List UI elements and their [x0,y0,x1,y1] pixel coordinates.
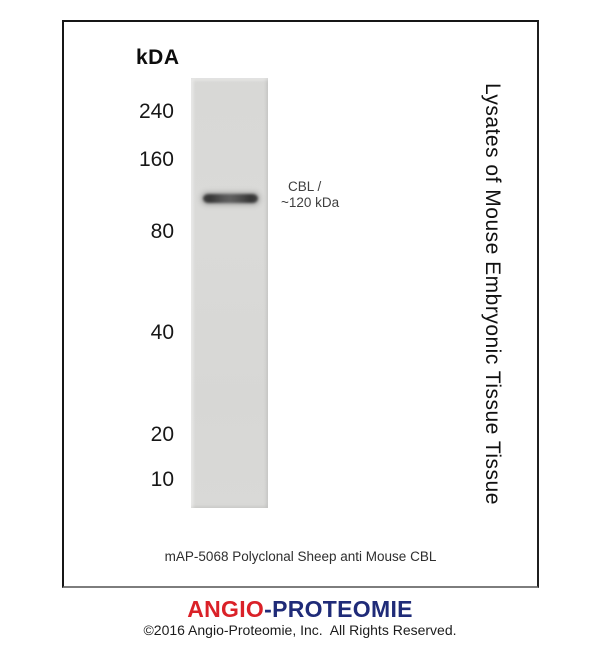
ladder-marker-240: 240 [138,100,174,123]
band-annotation-line1: CBL / [288,179,322,194]
band-annotation: CBL / ~120 kDa [281,179,339,211]
western-blot-figure: kDA 240 160 80 40 20 10 CBL / ~120 kDa L… [62,20,539,588]
copyright-notice: ©2016 Angio-Proteomie, Inc. All Rights R… [143,622,457,638]
protein-band [203,194,258,203]
ladder-marker-80: 80 [150,220,174,243]
ladder-marker-40: 40 [150,321,174,344]
sample-label-vertical: Lysates of Mouse Embryonic Tissue Tissue [481,83,504,505]
band-annotation-line2: ~120 kDa [281,195,340,210]
ladder-marker-160: 160 [138,148,174,171]
logo-part-proteomie: PROTEOMIE [272,596,413,622]
company-logo: ANGIO-PROTEOMIE [0,596,600,623]
logo-part-angio: ANGIO [187,596,265,622]
ladder-marker-10: 10 [150,468,174,491]
ladder-marker-20: 20 [150,423,174,446]
figure-caption: mAP-5068 Polyclonal Sheep anti Mouse CBL [164,549,437,564]
logo-hyphen: - [264,596,273,622]
blot-lane [191,78,268,508]
kda-unit-label: kDA [136,46,180,69]
